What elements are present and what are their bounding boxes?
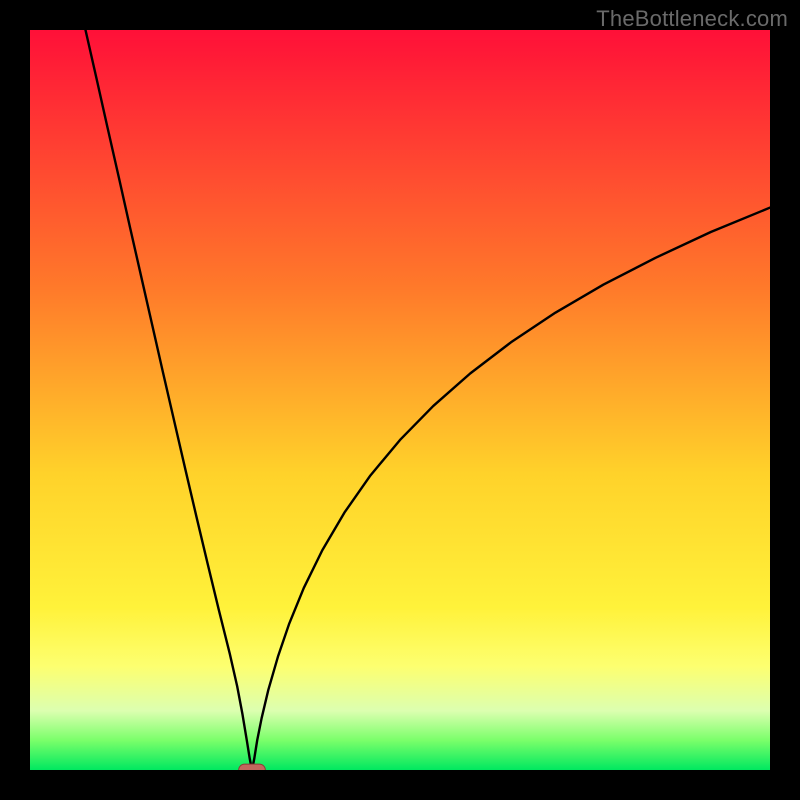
bottleneck-chart: [30, 30, 770, 770]
plot-background: [30, 30, 770, 770]
watermark-text: TheBottleneck.com: [596, 6, 788, 32]
minimum-marker: [239, 764, 266, 770]
chart-frame: TheBottleneck.com: [0, 0, 800, 800]
